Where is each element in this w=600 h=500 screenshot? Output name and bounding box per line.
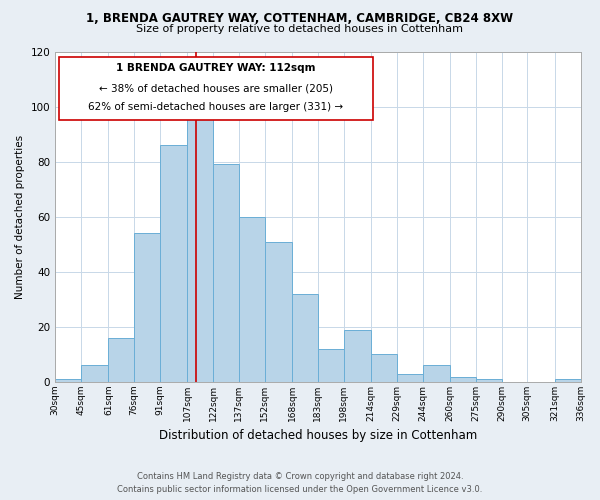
FancyBboxPatch shape	[59, 57, 373, 120]
Bar	[344, 330, 371, 382]
Bar	[265, 242, 292, 382]
Text: Size of property relative to detached houses in Cottenham: Size of property relative to detached ho…	[137, 24, 464, 34]
Bar	[371, 354, 397, 382]
Bar	[55, 380, 81, 382]
Text: ← 38% of detached houses are smaller (205): ← 38% of detached houses are smaller (20…	[98, 83, 332, 93]
Bar	[134, 234, 160, 382]
Bar	[160, 145, 187, 382]
Bar	[109, 338, 134, 382]
Y-axis label: Number of detached properties: Number of detached properties	[15, 134, 25, 299]
Bar	[422, 366, 450, 382]
Bar	[213, 164, 239, 382]
Text: 62% of semi-detached houses are larger (331) →: 62% of semi-detached houses are larger (…	[88, 102, 343, 113]
Bar	[476, 380, 502, 382]
Bar	[318, 349, 344, 382]
Bar	[239, 217, 265, 382]
Bar	[397, 374, 422, 382]
Text: 1 BRENDA GAUTREY WAY: 112sqm: 1 BRENDA GAUTREY WAY: 112sqm	[116, 62, 316, 72]
Bar	[81, 366, 109, 382]
Bar	[555, 380, 581, 382]
Text: 1, BRENDA GAUTREY WAY, COTTENHAM, CAMBRIDGE, CB24 8XW: 1, BRENDA GAUTREY WAY, COTTENHAM, CAMBRI…	[86, 12, 514, 26]
Bar	[450, 376, 476, 382]
X-axis label: Distribution of detached houses by size in Cottenham: Distribution of detached houses by size …	[159, 430, 477, 442]
Bar	[187, 112, 213, 382]
Bar	[292, 294, 318, 382]
Text: Contains HM Land Registry data © Crown copyright and database right 2024.
Contai: Contains HM Land Registry data © Crown c…	[118, 472, 482, 494]
